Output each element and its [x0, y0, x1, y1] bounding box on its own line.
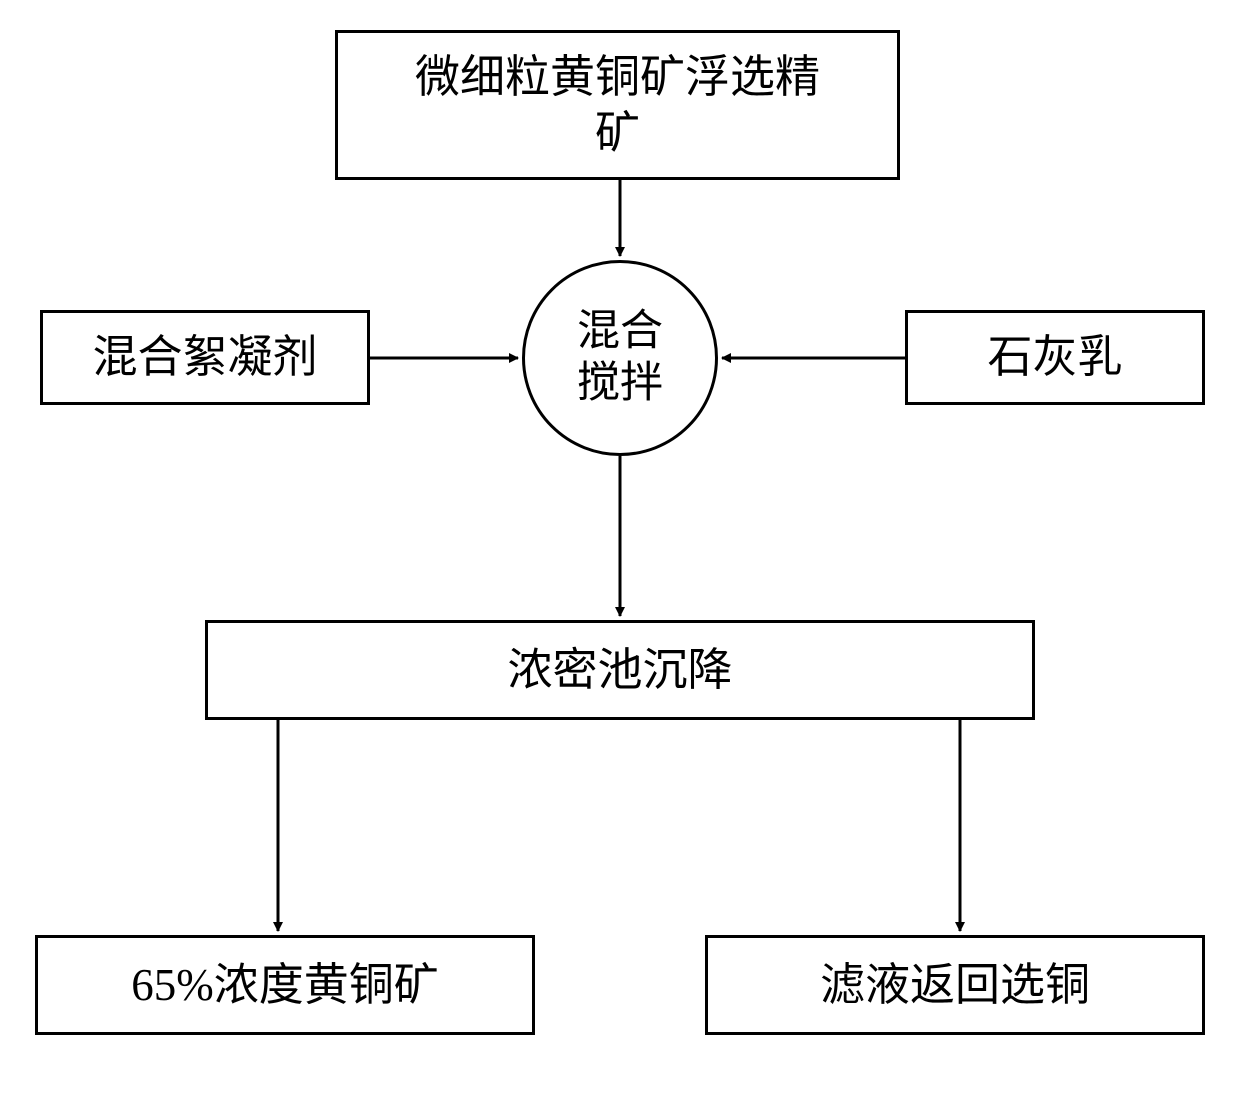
node-settling: 浓密池沉降 [205, 620, 1035, 720]
node-out-left: 65%浓度黄铜矿 [35, 935, 535, 1035]
node-mix-label: 混合搅拌 [577, 306, 663, 409]
node-out-left-label: 65%浓度黄铜矿 [131, 957, 439, 1013]
node-out-right: 滤液返回选铜 [705, 935, 1205, 1035]
node-out-right-label: 滤液返回选铜 [820, 957, 1090, 1013]
node-mix: 混合搅拌 [522, 260, 718, 456]
node-flocculant-label: 混合絮凝剂 [92, 329, 317, 385]
node-lime: 石灰乳 [905, 310, 1205, 405]
node-top-label: 微细粒黄铜矿浮选精矿 [415, 49, 820, 162]
node-top: 微细粒黄铜矿浮选精矿 [335, 30, 900, 180]
node-lime-label: 石灰乳 [987, 329, 1122, 385]
node-flocculant: 混合絮凝剂 [40, 310, 370, 405]
node-settling-label: 浓密池沉降 [507, 642, 732, 698]
